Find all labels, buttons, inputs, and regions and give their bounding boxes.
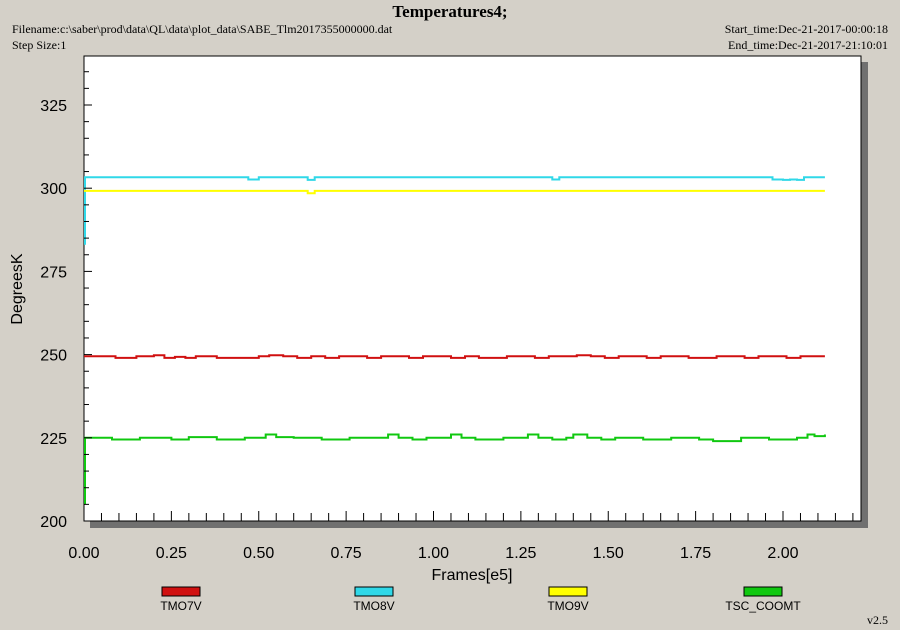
- x-tick-label: 1.25: [505, 545, 536, 562]
- series-line-tmo8v: [84, 176, 825, 181]
- legend: TMO7V TMO8V TMO9V TSC_COOMT: [160, 586, 801, 613]
- version-label: v2.5: [867, 613, 888, 627]
- legend-swatch: [354, 586, 394, 597]
- x-tick-label: 1.75: [680, 545, 711, 562]
- x-tick-label: 0.00: [68, 545, 99, 562]
- start-time-label: Start_time:Dec-21-2017-00:00:18: [724, 22, 888, 36]
- legend-swatch: [548, 586, 588, 597]
- chart-title: Temperatures4;: [392, 2, 508, 21]
- series-line-tsc-coomt: [84, 433, 826, 443]
- y-tick-label: 200: [40, 514, 67, 531]
- series-layer: [84, 176, 826, 505]
- filename-label: Filename:c:\saber\prod\data\QL\data\plot…: [12, 22, 393, 36]
- legend-label: TMO8V: [353, 599, 394, 613]
- x-tick-label: 0.50: [243, 545, 274, 562]
- x-tick-label: 1.00: [418, 545, 449, 562]
- series-line-tmo7v: [84, 354, 825, 359]
- x-tick-label: 2.00: [767, 545, 798, 562]
- y-tick-label: 300: [40, 181, 67, 198]
- legend-swatch: [161, 586, 201, 597]
- legend-label: TSC_COOMT: [725, 599, 801, 613]
- x-tick-label: 0.25: [156, 545, 187, 562]
- legend-swatch: [743, 586, 783, 597]
- y-tick-label: 225: [40, 431, 67, 448]
- legend-label: TMO9V: [547, 599, 588, 613]
- y-tick-label: 250: [40, 348, 67, 365]
- plot-area: [83, 55, 862, 522]
- x-tick-label: 0.75: [331, 545, 362, 562]
- y-tick-label: 325: [40, 98, 67, 115]
- step-size-label: Step Size:1: [12, 38, 67, 52]
- x-tick-label: 1.50: [593, 545, 624, 562]
- legend-label: TMO7V: [160, 599, 201, 613]
- end-time-label: End_time:Dec-21-2017-21:10:01: [728, 38, 888, 52]
- y-axis-label: DegreesK: [9, 253, 26, 324]
- y-tick-label: 275: [40, 264, 67, 281]
- series-line-tmo9v: [84, 189, 825, 195]
- axes-layer: 200 225 250 275 300 325 0.00 0.25 0.50 0.75 1.00 1.…: [9, 71, 854, 584]
- x-axis-label: Frames[e5]: [432, 567, 513, 584]
